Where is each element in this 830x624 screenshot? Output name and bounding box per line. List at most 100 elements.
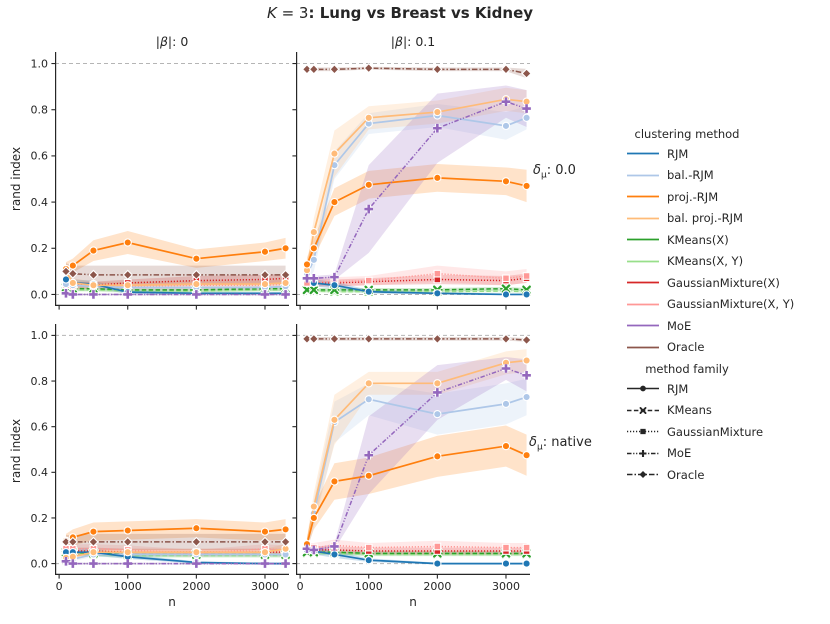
legend-item-family-oracle-sample: [627, 471, 659, 479]
legend-title-clustering-method: clustering method: [634, 127, 740, 141]
legend-item-gaussianmixture-x-: GaussianMixture(X): [612, 272, 802, 294]
legend-item-moe-label: MoE: [667, 318, 692, 333]
subplot-bottom-right: 0 1000 2000 3000: [292, 324, 532, 593]
x-tick-label: 1000: [114, 580, 142, 593]
delta-symbol: δ: [533, 163, 541, 178]
legend-item-kmeans-x-y--label: KMeans(X, Y): [667, 254, 744, 269]
col-title-beta-0.1: |β|: 0.1: [296, 34, 530, 49]
col-title-value: |: 0.1: [402, 34, 436, 49]
legend-item-oracle-sample: [627, 346, 659, 349]
title-main: : Lung vs Breast vs Kidney: [308, 4, 534, 22]
x-tick-label: 3000: [492, 580, 520, 593]
series-proj-rjm: [302, 173, 531, 269]
legend-item-bal-proj-rjm-sample: [627, 217, 659, 220]
beta-symbol: β: [394, 34, 403, 49]
title-eq: = 3: [276, 4, 309, 22]
y-tick-label: 0.4: [31, 466, 49, 479]
legend: clustering method RJM bal.-RJM proj.-RJM ba…: [612, 126, 802, 486]
legend-item-family-moe-label: MoE: [667, 446, 692, 461]
legend-item-family-gaussianmixture-label: GaussianMixture: [667, 424, 764, 439]
series-proj-rjm: [61, 238, 290, 274]
x-tick-label: 1000: [355, 580, 383, 593]
legend-item-gaussianmixture-x-y--label: GaussianMixture(X, Y): [667, 297, 795, 312]
legend-item-family-oracle-label: Oracle: [667, 467, 705, 482]
legend-group-method-family: RJM KMeans GaussianMixture MoE Oracle: [612, 378, 802, 486]
legend-item-bal-proj-rjm: bal. proj.-RJM: [612, 208, 802, 230]
row-label-delta-0.0: δμ: 0.0: [533, 163, 576, 181]
legend-item-rjm-label: RJM: [667, 146, 689, 161]
col-title-text: |: [155, 34, 160, 49]
y-tick-label: 0.6: [31, 150, 49, 163]
legend-item-moe-sample: [627, 324, 659, 327]
series-moe: [61, 557, 290, 568]
row-label-value: : native: [542, 435, 592, 450]
y-tick-label: 0.8: [31, 104, 49, 117]
x-axis-label-left: n: [168, 595, 176, 609]
col-title-beta-0: |β|: 0: [55, 34, 289, 49]
legend-item-bal-proj-rjm-label: bal. proj.-RJM: [667, 211, 743, 226]
x-axis-label-right: n: [409, 595, 417, 609]
legend-item-gaussianmixture-x-y-: GaussianMixture(X, Y): [612, 294, 802, 316]
legend-item-family-moe: MoE: [612, 443, 802, 465]
legend-item-family-rjm-label: RJM: [667, 381, 689, 396]
legend-item-bal-rjm-label: bal.-RJM: [667, 168, 714, 183]
series-proj-rjm: [302, 441, 531, 549]
legend-item-gaussianmixture-x--label: GaussianMixture(X): [667, 275, 780, 290]
legend-item-family-moe-sample: [627, 449, 659, 457]
y-tick-label: 0.2: [31, 512, 49, 525]
col-title-text: |: [390, 34, 395, 49]
series-bal-proj-rjm: [61, 544, 290, 563]
series-moe: [302, 364, 531, 555]
legend-group-clustering-method: RJM bal.-RJM proj.-RJM bal. proj.-RJM KMeans…: [612, 143, 802, 358]
mu-subscript: μ: [536, 442, 543, 453]
legend-item-family-kmeans-label: KMeans: [667, 403, 712, 418]
legend-item-kmeans-x--sample: [627, 238, 659, 241]
subplot-bottom-left: 0 1000 2000 3000 0.0 0.2 0.4 0.6 0.8 1.0: [31, 324, 291, 593]
legend-item-kmeans-x-y--sample: [627, 260, 659, 263]
legend-item-proj-rjm-sample: [627, 195, 659, 198]
figure-title: K = 3: Lung vs Breast vs Kidney: [0, 4, 800, 22]
title-k-symbol: K: [266, 4, 277, 22]
legend-item-family-kmeans-sample: [627, 406, 659, 414]
y-tick-label: 1.0: [31, 57, 49, 70]
legend-item-family-rjm: RJM: [612, 378, 802, 400]
series-moe: [302, 97, 531, 283]
legend-item-bal-rjm-sample: [627, 174, 659, 177]
series-rjm: [302, 274, 531, 299]
series-oracle: [60, 266, 291, 281]
beta-symbol: β: [159, 34, 168, 49]
y-axis-label-bottom: rand index: [9, 418, 23, 484]
series-oracle: [301, 333, 532, 346]
legend-item-family-rjm-sample: [627, 385, 659, 392]
legend-item-gaussianmixture-x-y--sample: [627, 303, 659, 306]
y-tick-label: 0.0: [31, 288, 49, 301]
legend-item-family-oracle: Oracle: [612, 464, 802, 486]
legend-title-method-family: method family: [645, 362, 729, 376]
col-title-value: |: 0: [167, 34, 189, 49]
series-oracle: [60, 536, 291, 548]
legend-item-rjm-sample: [627, 152, 659, 155]
legend-item-proj-rjm: proj.-RJM: [612, 186, 802, 208]
y-tick-label: 0.4: [31, 196, 49, 209]
y-tick-label: 0.8: [31, 375, 49, 388]
legend-item-moe: MoE: [612, 315, 802, 337]
row-label-delta-native: δμ: native: [529, 435, 592, 453]
row-label-value: : 0.0: [546, 163, 576, 178]
series-oracle: [301, 62, 532, 79]
legend-item-proj-rjm-label: proj.-RJM: [667, 189, 719, 204]
series-moe: [61, 289, 290, 299]
delta-symbol: δ: [529, 435, 537, 450]
y-tick-label: 1.0: [31, 329, 49, 342]
legend-item-rjm: RJM: [612, 143, 802, 165]
x-tick-label: 2000: [423, 580, 451, 593]
legend-item-oracle: Oracle: [612, 337, 802, 359]
legend-item-kmeans-x--label: KMeans(X): [667, 232, 729, 247]
y-tick-label: 0.2: [31, 242, 49, 255]
legend-item-family-kmeans: KMeans: [612, 400, 802, 422]
x-tick-label: 0: [297, 580, 304, 593]
mu-subscript: μ: [540, 170, 547, 181]
subplot-top-right: [292, 52, 532, 310]
legend-item-oracle-label: Oracle: [667, 340, 705, 355]
x-tick-label: 2000: [182, 580, 210, 593]
